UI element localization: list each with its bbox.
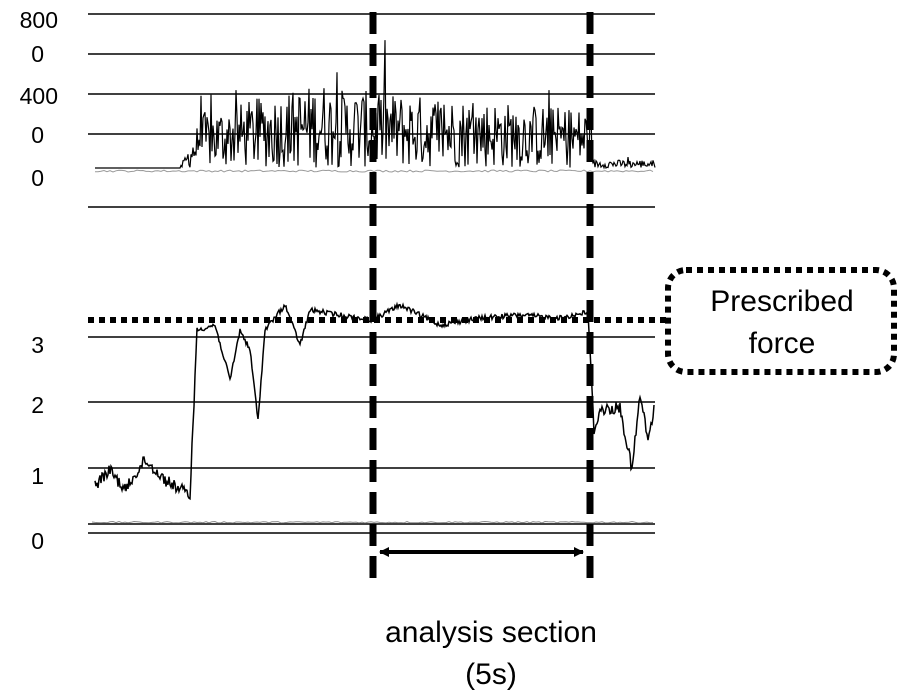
annotation-text: (5s): [465, 658, 517, 691]
force-baseline: [91, 520, 654, 524]
tick-label: 800: [20, 7, 58, 33]
annotation-box: [665, 267, 897, 375]
tick-label: 0: [31, 528, 44, 554]
tick-label: 2: [31, 392, 44, 418]
annotation-text: analysis section: [385, 616, 597, 649]
annotation-text: force: [749, 327, 816, 360]
tick-label: 0: [31, 122, 44, 148]
tick-label: 400: [20, 83, 58, 109]
tick-label: 0: [31, 165, 44, 191]
emg-baseline: [95, 169, 654, 173]
tick-label: 0: [31, 41, 44, 67]
annotation-text: Prescribed: [710, 285, 853, 318]
top-tick-labels: 800 0 400 0 0: [20, 7, 58, 191]
tick-label: 1: [31, 463, 44, 489]
tick-label: 3: [31, 332, 44, 358]
bottom-tick-labels: 3 2 1 0: [31, 332, 44, 554]
